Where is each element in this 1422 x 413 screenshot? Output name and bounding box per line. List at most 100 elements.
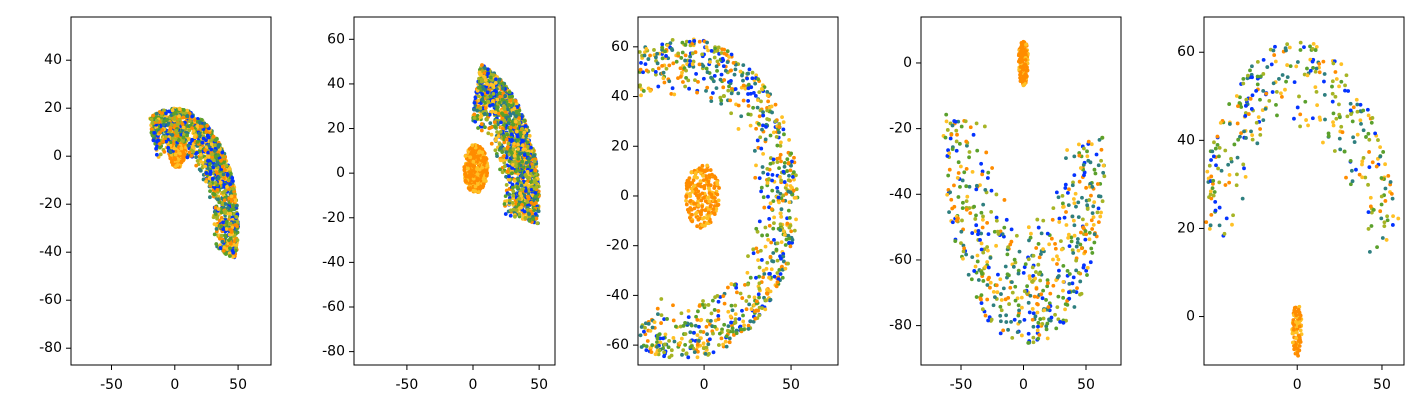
scatter-point: [644, 344, 649, 349]
scatter-point: [726, 285, 730, 290]
scatter-point: [231, 179, 235, 184]
scatter-point: [228, 221, 233, 226]
scatter-point: [192, 118, 197, 122]
scatter-point: [181, 108, 186, 112]
scatter-point: [774, 134, 779, 139]
scatter-point: [706, 210, 711, 215]
y-tick-label: 60: [611, 39, 629, 55]
scatter-point: [788, 168, 793, 173]
scatter-point: [476, 126, 480, 130]
scatter-point: [219, 158, 223, 163]
scatter-point: [733, 312, 738, 317]
scatter-point: [489, 132, 494, 137]
scatter-point: [1036, 262, 1041, 267]
scatter-point: [187, 119, 192, 124]
scatter-point: [206, 150, 211, 155]
scatter-point: [1018, 60, 1023, 65]
scatter-point: [1026, 300, 1031, 305]
scatter-point: [1045, 284, 1050, 289]
scatter-point: [228, 182, 233, 187]
scatter-point: [219, 224, 224, 229]
scatter-point: [510, 182, 515, 187]
scatter-point: [228, 211, 233, 216]
scatter-point: [1040, 296, 1045, 301]
scatter-point: [526, 196, 531, 201]
scatter-point: [712, 73, 717, 78]
scatter-point: [213, 143, 217, 148]
scatter-point: [507, 117, 512, 122]
scatter-point: [478, 145, 482, 149]
scatter-point: [962, 170, 967, 175]
scatter-point: [786, 161, 791, 165]
scatter-point: [191, 129, 196, 133]
scatter-point: [500, 97, 505, 102]
scatter-point: [968, 211, 973, 216]
scatter-point: [1019, 79, 1024, 83]
scatter-point: [995, 290, 1000, 295]
scatter-point: [950, 147, 955, 152]
scatter-point: [1002, 198, 1007, 202]
scatter-point: [514, 129, 519, 134]
scatter-point: [187, 128, 192, 133]
scatter-point: [1088, 260, 1093, 265]
scatter-point: [231, 203, 236, 208]
scatter-point: [721, 64, 726, 68]
scatter-point: [231, 255, 235, 259]
scatter-point: [660, 42, 665, 47]
scatter-point: [961, 200, 965, 205]
scatter-point: [1055, 254, 1059, 259]
scatter-point: [779, 256, 783, 261]
scatter-point: [672, 92, 677, 97]
scatter-point: [656, 84, 661, 89]
y-tick-label: -80: [322, 344, 345, 360]
scatter-point: [655, 344, 659, 349]
scatter-point: [524, 161, 529, 165]
scatter-point: [727, 55, 731, 59]
scatter-point: [1027, 310, 1032, 315]
scatter-point: [220, 150, 225, 155]
scatter-point: [686, 315, 691, 320]
scatter-point: [169, 122, 174, 127]
scatter-point: [524, 181, 529, 186]
scatter-point: [970, 231, 975, 235]
scatter-point: [221, 172, 226, 177]
scatter-point: [712, 55, 717, 60]
scatter-point: [713, 324, 717, 329]
scatter-point: [493, 81, 498, 85]
scatter-point: [1084, 232, 1089, 237]
scatter-point: [1035, 310, 1040, 315]
scatter-point: [525, 169, 530, 174]
scatter-point: [513, 99, 518, 103]
scatter-point: [763, 298, 768, 303]
x-tick-label: 0: [469, 377, 478, 393]
scatter-point: [759, 146, 764, 151]
scatter-point: [533, 194, 538, 199]
scatter-point: [206, 158, 210, 163]
scatter-point: [712, 211, 717, 216]
scatter-point: [225, 173, 230, 177]
scatter-point: [152, 130, 157, 135]
scatter-point: [752, 295, 757, 300]
scatter-point: [688, 206, 693, 210]
scatter-point: [701, 64, 706, 69]
scatter-point: [788, 244, 793, 249]
scatter-point: [498, 167, 502, 172]
scatter-point: [516, 142, 521, 147]
scatter-point: [472, 100, 477, 105]
scatter-point: [711, 207, 716, 212]
scatter-point: [766, 237, 771, 242]
scatter-point: [649, 350, 654, 355]
scatter-point: [506, 120, 511, 125]
scatter-point: [683, 53, 688, 58]
scatter-point: [493, 110, 498, 115]
scatter-point: [763, 307, 768, 312]
scatter-point: [669, 353, 674, 358]
scatter-point: [766, 194, 770, 199]
scatter-point: [741, 83, 746, 88]
scatter-point: [233, 248, 238, 253]
scatter-point: [179, 146, 184, 151]
scatter-point: [502, 164, 507, 169]
scatter-point: [751, 247, 756, 252]
